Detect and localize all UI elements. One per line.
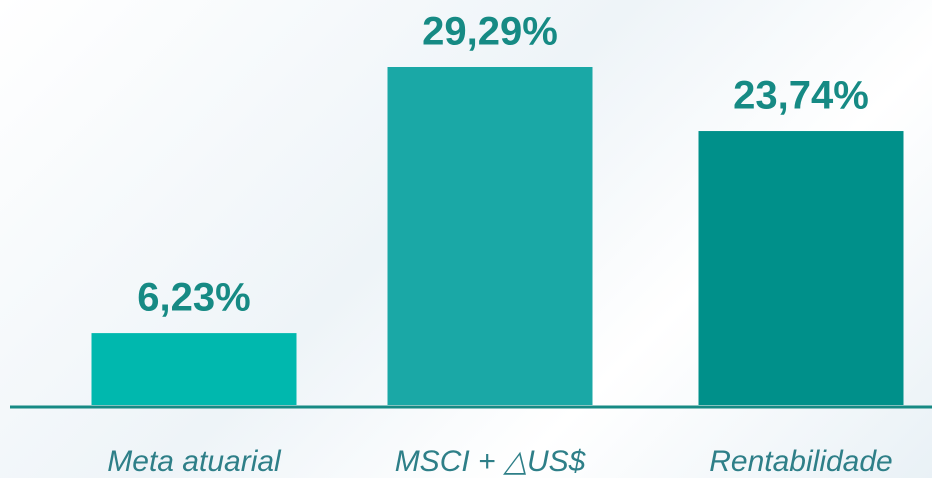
category-label: Rentabilidade <box>709 445 892 478</box>
category-label: Meta atuarial <box>107 445 282 478</box>
bar <box>698 131 904 405</box>
bar <box>91 333 297 405</box>
value-label: 6,23% <box>137 276 250 320</box>
value-label: 29,29% <box>422 10 558 54</box>
value-label: 23,74% <box>733 74 869 118</box>
bar <box>387 67 593 405</box>
category-label: MSCI + △US$ <box>395 445 587 478</box>
